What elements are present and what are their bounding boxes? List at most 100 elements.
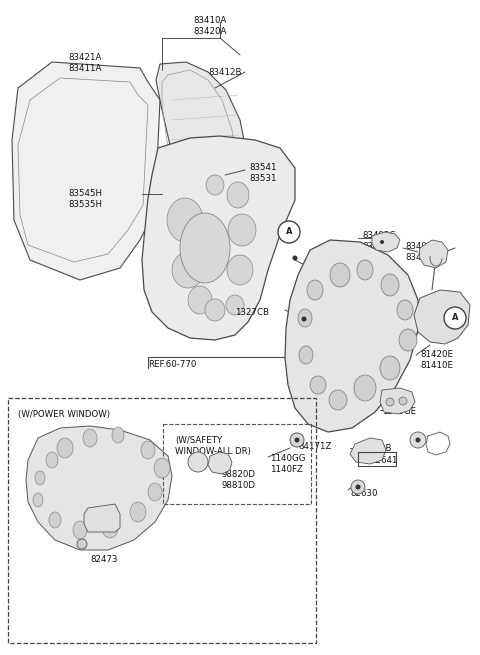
Polygon shape	[26, 426, 172, 550]
Circle shape	[77, 539, 87, 549]
Ellipse shape	[188, 286, 212, 314]
Circle shape	[301, 316, 307, 322]
Ellipse shape	[307, 280, 323, 300]
Text: 83486A: 83486A	[405, 253, 438, 262]
Ellipse shape	[329, 390, 347, 410]
Polygon shape	[84, 504, 120, 532]
Circle shape	[80, 542, 84, 546]
Polygon shape	[419, 240, 448, 268]
Ellipse shape	[130, 502, 146, 522]
Polygon shape	[142, 136, 295, 340]
Ellipse shape	[206, 175, 224, 195]
Ellipse shape	[83, 429, 97, 447]
Text: (W/SAFETY: (W/SAFETY	[175, 436, 222, 445]
Circle shape	[356, 485, 360, 489]
Text: 1249GE: 1249GE	[382, 407, 416, 416]
Ellipse shape	[112, 427, 124, 443]
Ellipse shape	[46, 452, 58, 468]
Text: 83412B: 83412B	[208, 68, 241, 77]
Polygon shape	[380, 388, 415, 414]
Circle shape	[386, 398, 394, 406]
Text: A: A	[286, 227, 292, 236]
Text: 82473: 82473	[90, 555, 118, 564]
Circle shape	[278, 221, 300, 243]
Circle shape	[410, 432, 426, 448]
Text: WINDOW-ALL DR): WINDOW-ALL DR)	[175, 447, 251, 456]
Text: R: R	[95, 483, 105, 497]
Ellipse shape	[354, 375, 376, 401]
Text: 83496C: 83496C	[405, 242, 438, 251]
Text: REF.60-770: REF.60-770	[148, 360, 196, 369]
Text: 82630: 82630	[350, 489, 377, 498]
Polygon shape	[208, 452, 232, 474]
Bar	[8, 398, 316, 643]
Ellipse shape	[141, 441, 155, 459]
Ellipse shape	[399, 329, 417, 351]
Polygon shape	[350, 438, 386, 464]
Polygon shape	[372, 232, 400, 252]
Text: 83471D: 83471D	[322, 283, 356, 292]
Ellipse shape	[226, 295, 244, 315]
Text: 81420E: 81420E	[420, 350, 453, 359]
Ellipse shape	[310, 376, 326, 394]
Text: 83410A: 83410A	[193, 16, 227, 25]
Text: 83485C: 83485C	[362, 242, 396, 251]
Ellipse shape	[102, 518, 118, 538]
Text: 83411A: 83411A	[68, 64, 101, 73]
Ellipse shape	[330, 263, 350, 287]
Polygon shape	[414, 290, 470, 344]
Polygon shape	[12, 62, 160, 280]
Text: 84171Z: 84171Z	[298, 442, 331, 451]
Circle shape	[399, 397, 407, 405]
Text: 83535H: 83535H	[68, 200, 102, 209]
Text: 1491AD: 1491AD	[335, 338, 370, 347]
Text: (W/POWER WINDOW): (W/POWER WINDOW)	[18, 410, 110, 419]
Ellipse shape	[167, 198, 203, 242]
Ellipse shape	[298, 309, 312, 327]
Polygon shape	[285, 240, 418, 432]
Ellipse shape	[57, 438, 73, 458]
Text: 81410E: 81410E	[420, 361, 453, 370]
Bar	[163, 424, 311, 504]
Text: 98810D: 98810D	[98, 530, 132, 539]
Bar	[358, 452, 396, 466]
Text: 83420A: 83420A	[193, 27, 227, 36]
Ellipse shape	[227, 182, 249, 208]
Ellipse shape	[49, 512, 61, 528]
Text: 83471D: 83471D	[42, 458, 76, 467]
Polygon shape	[156, 62, 250, 316]
Ellipse shape	[299, 346, 313, 364]
Ellipse shape	[205, 299, 225, 321]
Ellipse shape	[172, 252, 204, 288]
Circle shape	[416, 438, 420, 443]
Circle shape	[380, 240, 384, 244]
Text: 98810D: 98810D	[222, 481, 256, 490]
Text: 83545H: 83545H	[68, 189, 102, 198]
Text: 81477: 81477	[322, 261, 349, 270]
Text: 1140FZ: 1140FZ	[270, 465, 303, 474]
Text: 98820D: 98820D	[98, 519, 132, 528]
Text: 83481D: 83481D	[322, 272, 356, 281]
Ellipse shape	[397, 300, 413, 320]
Text: 83531: 83531	[249, 174, 276, 183]
Text: 83610B: 83610B	[358, 361, 392, 370]
Ellipse shape	[73, 521, 87, 539]
Text: 83481D: 83481D	[42, 447, 76, 456]
Text: 1140GG: 1140GG	[270, 454, 305, 463]
Ellipse shape	[380, 356, 400, 380]
Circle shape	[444, 307, 466, 329]
Text: 83421A: 83421A	[68, 53, 101, 62]
Text: 83541: 83541	[249, 163, 276, 172]
Ellipse shape	[381, 274, 399, 296]
Text: 83620B: 83620B	[358, 350, 392, 359]
Circle shape	[290, 433, 304, 447]
Ellipse shape	[180, 213, 230, 283]
Text: 83495C: 83495C	[362, 231, 396, 240]
Text: 98820D: 98820D	[222, 470, 256, 479]
Circle shape	[295, 438, 300, 443]
Ellipse shape	[357, 260, 373, 280]
Circle shape	[188, 452, 208, 472]
Text: A: A	[452, 314, 458, 322]
Ellipse shape	[148, 483, 162, 501]
Circle shape	[292, 255, 298, 261]
